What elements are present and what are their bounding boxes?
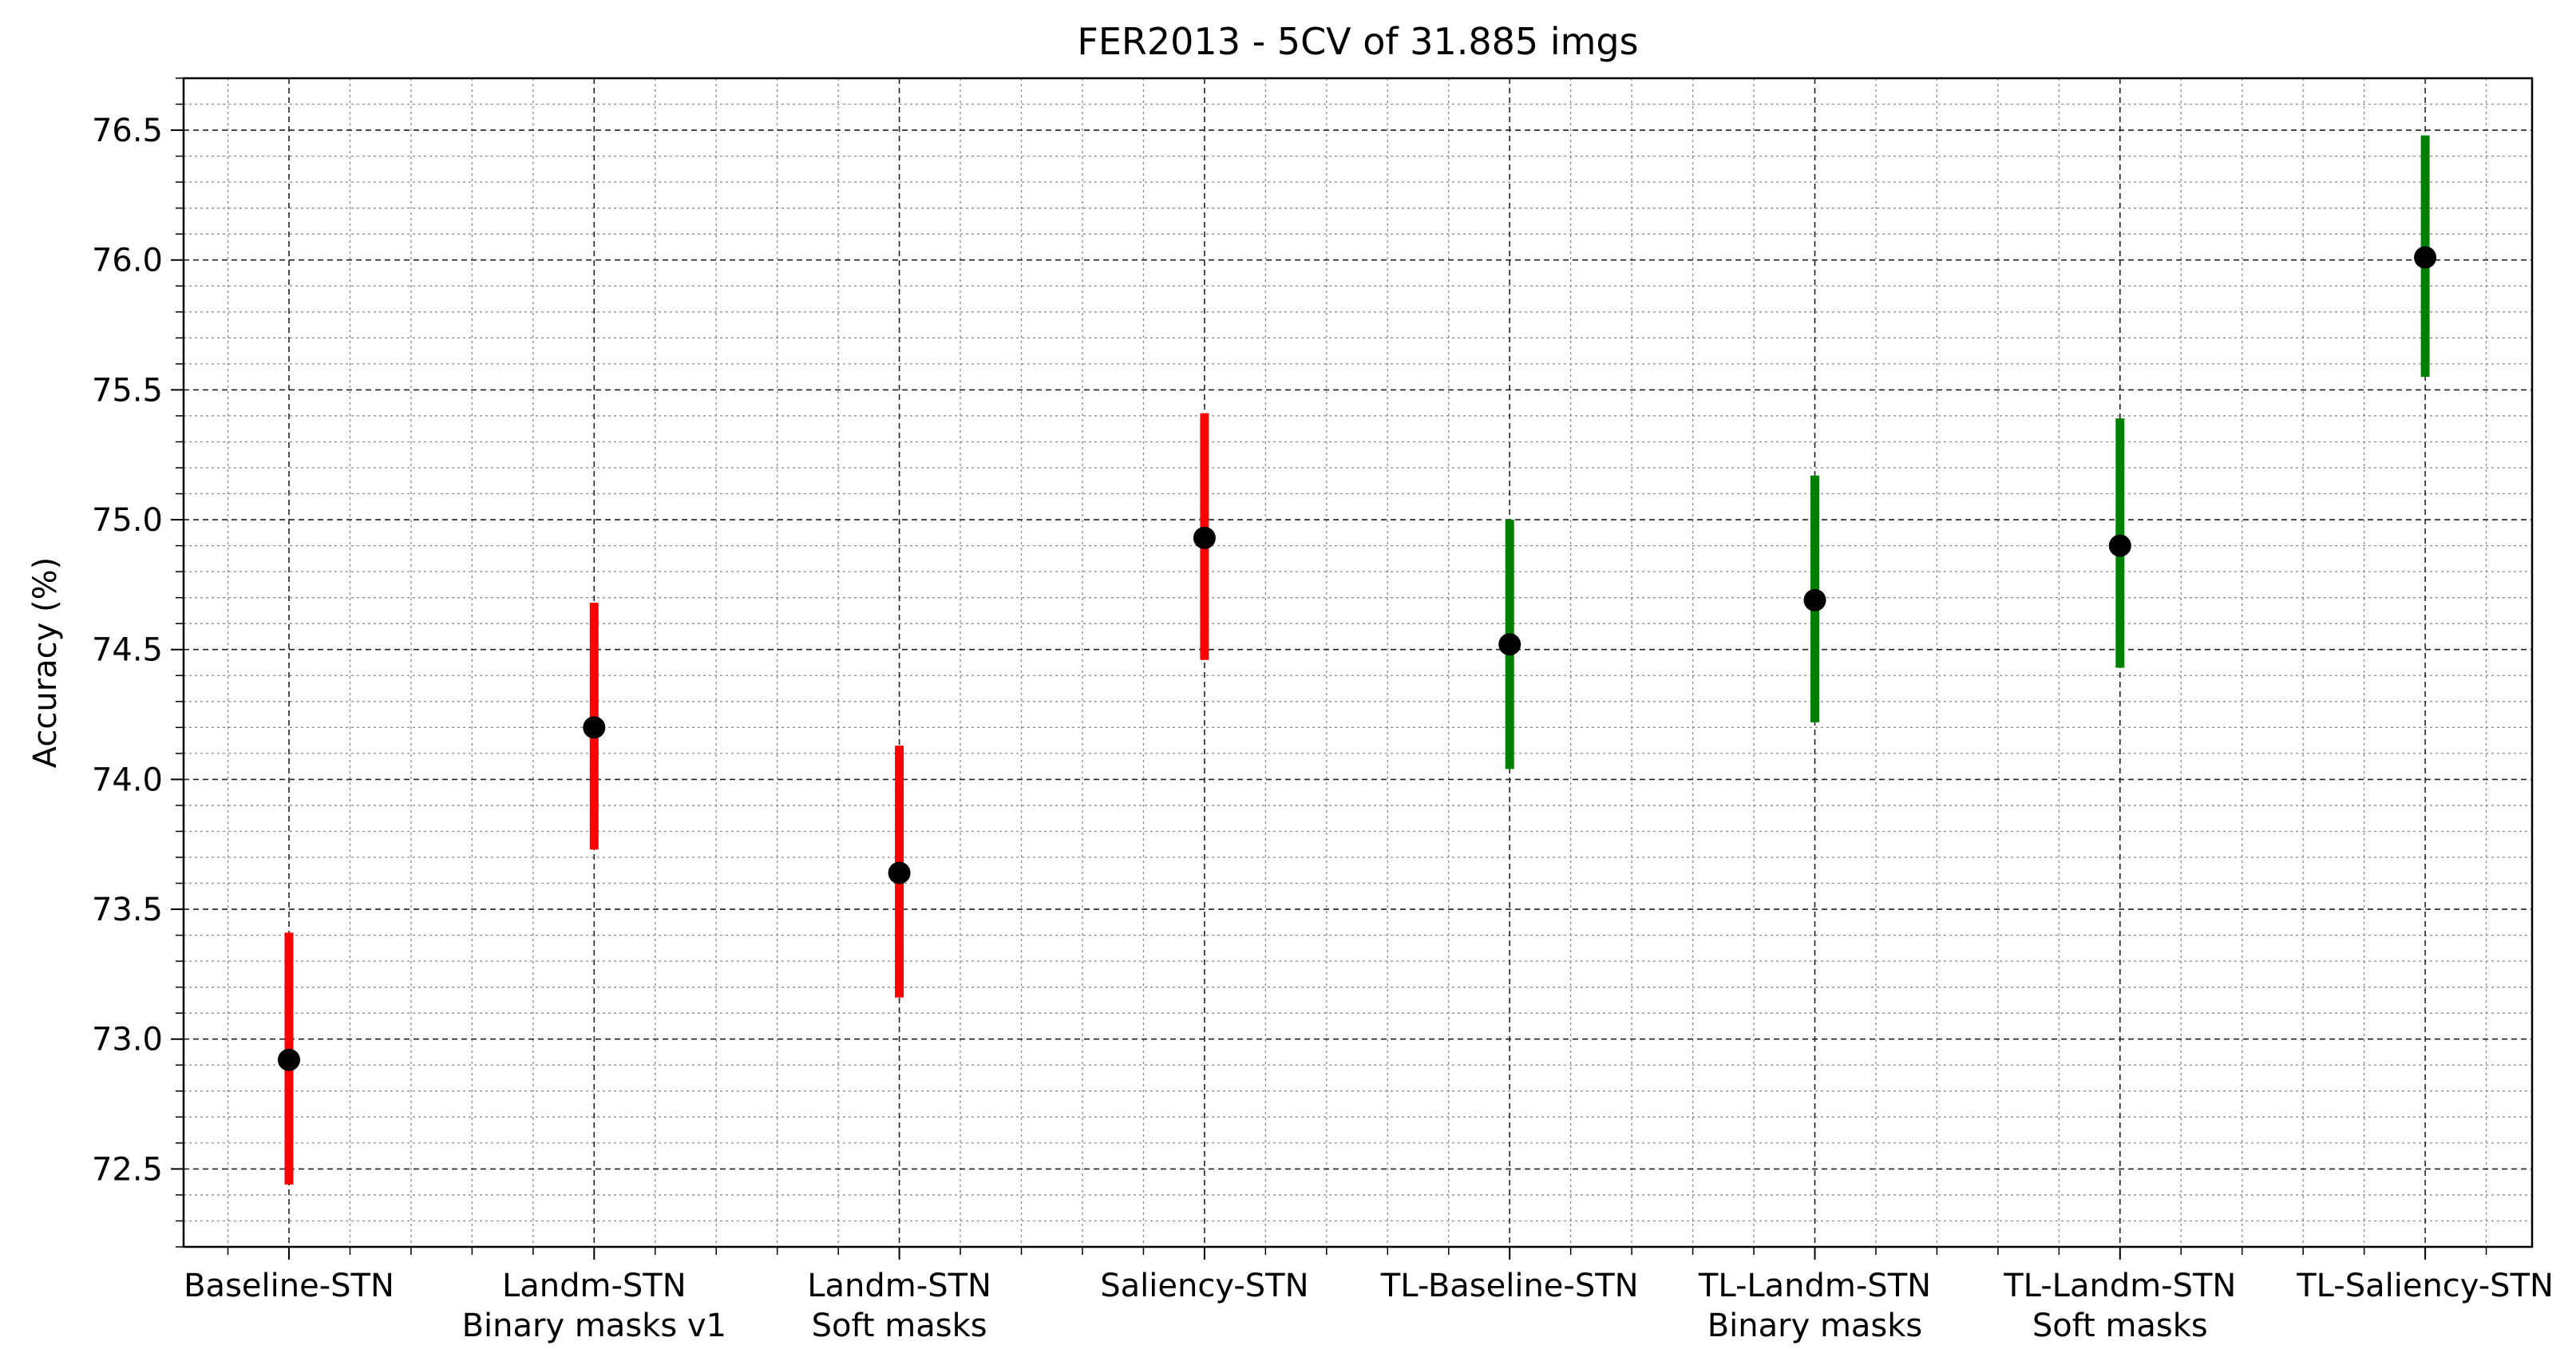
y-tick-label: 75.0	[92, 502, 163, 539]
mean-marker	[1803, 588, 1826, 611]
y-axis-ticks: 72.5 73.0 73.5 74.0 74.5 75.0 75.5 76.0 76.5	[92, 77, 184, 1248]
y-tick-label: 75.5	[92, 372, 163, 409]
x-tick-label-line: Baseline-STN	[184, 1268, 394, 1304]
x-tick-label-line: Saliency-STN	[1100, 1268, 1308, 1304]
x-tick-label-line: Soft masks	[812, 1308, 987, 1344]
mean-marker	[583, 716, 606, 739]
x-tick-label-line: TL-Landm-STN	[2003, 1268, 2236, 1304]
mean-marker	[888, 861, 911, 884]
plot-frame	[182, 77, 2534, 1248]
x-tick-label: TL-Baseline-STN	[1380, 1268, 1639, 1304]
x-tick-label: Saliency-STN	[1100, 1268, 1308, 1304]
mean-marker	[1193, 526, 1216, 549]
x-tick-label-line: Soft masks	[2032, 1308, 2208, 1344]
x-tick-label-line: Landm-STN	[807, 1268, 991, 1304]
mean-marker	[278, 1048, 300, 1071]
x-axis-ticks: Baseline-STN Landm-STN Binary masks v1Land…	[184, 1247, 2554, 1344]
x-tick-label-line: Binary masks	[1707, 1308, 1923, 1344]
x-tick-label-line: TL-Baseline-STN	[1380, 1268, 1639, 1304]
mean-marker	[2108, 534, 2131, 557]
x-tick-label: TL-Landm-STN Soft masks	[2003, 1268, 2236, 1344]
chart-title: FER2013 - 5CV of 31.885 imgs	[1077, 20, 1638, 63]
x-tick-label: TL-Landm-STN Binary masks	[1698, 1268, 1931, 1344]
major-grid	[184, 78, 2532, 1247]
x-tick-label-line: Landm-STN	[502, 1268, 687, 1304]
mean-marker	[1498, 633, 1521, 656]
y-tick-label: 72.5	[92, 1151, 163, 1188]
x-tick-label-line: TL-Saliency-STN	[2296, 1268, 2554, 1304]
y-tick-label: 74.0	[92, 762, 163, 798]
y-axis-label: Accuracy (%)	[27, 557, 64, 769]
y-tick-label: 74.5	[92, 632, 163, 669]
y-tick-label: 76.0	[92, 243, 163, 279]
x-tick-label: Landm-STN Soft masks	[807, 1268, 991, 1344]
y-tick-label: 76.5	[92, 113, 163, 149]
y-tick-label: 73.5	[92, 892, 163, 928]
minor-grid	[184, 77, 2532, 1248]
x-tick-label-line: TL-Landm-STN	[1698, 1268, 1931, 1304]
x-tick-label-line: Binary masks v1	[462, 1308, 726, 1344]
error-bars	[284, 135, 2430, 1185]
x-tick-label: Landm-STN Binary masks v1	[462, 1268, 726, 1344]
mean-marker	[2414, 246, 2437, 269]
x-tick-label: Baseline-STN	[184, 1268, 394, 1304]
x-tick-label: TL-Saliency-STN	[2296, 1268, 2554, 1304]
mean-markers	[278, 246, 2437, 1071]
y-tick-label: 73.0	[92, 1022, 163, 1058]
